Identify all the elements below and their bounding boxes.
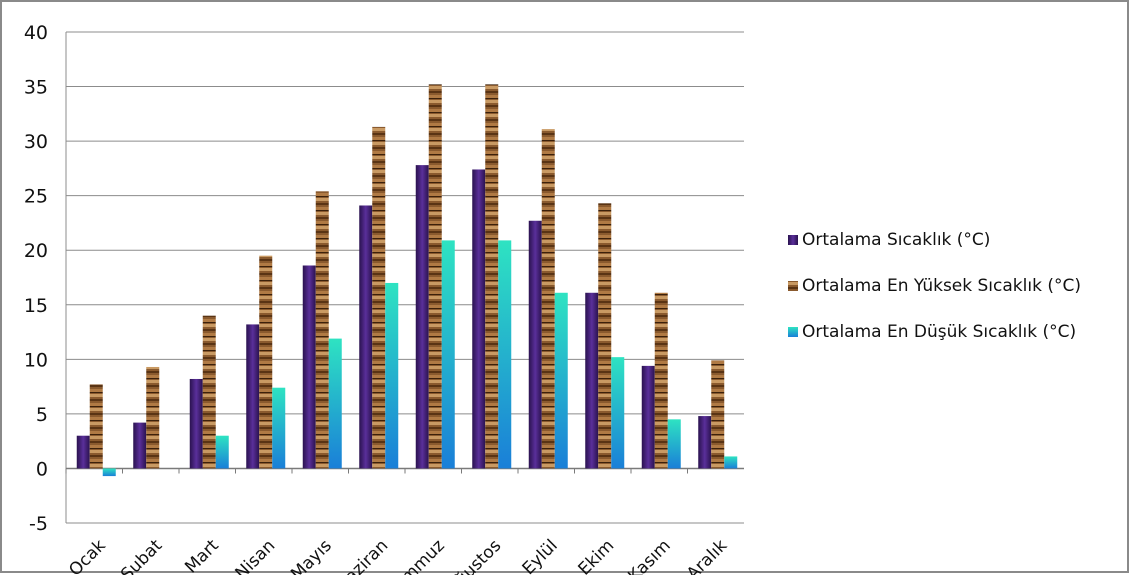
legend: Ortalama Sıcaklık (°C) Ortalama En Yüksek… <box>788 230 1081 342</box>
x-tick-label: Şubat <box>117 536 166 575</box>
bar-ortalama-7 <box>472 169 486 469</box>
bar-en-dusuk-0 <box>102 468 116 477</box>
bar-en-dusuk-11 <box>724 456 738 469</box>
x-tick-label: Haziran <box>332 536 392 575</box>
y-tick-label: 10 <box>24 349 48 371</box>
bar-ortalama-6 <box>415 165 429 469</box>
bar-en-dusuk-6 <box>441 240 455 469</box>
bar-ortalama-9 <box>585 292 599 469</box>
bar-en-dusuk-5 <box>385 282 399 469</box>
y-tick-label: -5 <box>29 513 48 535</box>
legend-swatch <box>788 327 798 337</box>
y-tick-label: 0 <box>36 458 48 480</box>
bar-en-yuksek-1 <box>146 366 160 469</box>
bar-en-yuksek-6 <box>428 84 442 469</box>
legend-label: Ortalama En Yüksek Sıcaklık (°C) <box>802 276 1081 296</box>
x-tick-label: Eylül <box>519 536 562 575</box>
bar-en-yuksek-0 <box>89 384 103 469</box>
x-tick-label: Mayıs <box>287 536 336 575</box>
bar-ortalama-3 <box>246 324 260 469</box>
bar-ortalama-8 <box>528 220 542 469</box>
bar-en-yuksek-2 <box>202 315 216 469</box>
y-tick-label: 35 <box>24 77 48 99</box>
x-tick-label: Mart <box>181 536 223 575</box>
x-tick-label: Aralık <box>683 536 731 575</box>
legend-label: Ortalama Sıcaklık (°C) <box>802 230 990 250</box>
bar-ortalama-4 <box>302 265 316 469</box>
bar-ortalama-2 <box>189 378 203 469</box>
bar-en-dusuk-10 <box>667 419 681 469</box>
bar-ortalama-5 <box>359 205 373 469</box>
bar-en-yuksek-11 <box>711 360 725 469</box>
bar-en-yuksek-4 <box>315 191 329 469</box>
bar-en-yuksek-5 <box>372 126 386 469</box>
bar-ortalama-1 <box>133 422 147 469</box>
bar-ortalama-0 <box>76 435 90 469</box>
bar-ortalama-11 <box>698 416 712 469</box>
x-tick-label: Kasım <box>624 536 675 575</box>
x-axis-tick-labels: Ocak Şubat Mart Nisan MayısHaziranTemmuzAğus… <box>65 536 731 575</box>
x-tick-label: Temmuz <box>384 536 449 575</box>
y-tick-label: 15 <box>24 295 48 317</box>
bar-en-dusuk-7 <box>498 240 512 469</box>
y-tick-label: 20 <box>24 240 48 262</box>
y-tick-label: 25 <box>24 186 48 208</box>
bar-ortalama-10 <box>641 365 655 469</box>
legend-swatch <box>788 281 798 291</box>
bar-en-dusuk-9 <box>611 357 625 469</box>
bar-en-dusuk-2 <box>215 435 229 469</box>
x-tick-label: Ocak <box>65 536 110 575</box>
bar-en-yuksek-3 <box>259 255 273 469</box>
bar-en-yuksek-10 <box>654 292 668 469</box>
bar-en-yuksek-8 <box>541 129 555 469</box>
x-tick-label: Ekim <box>575 536 619 575</box>
bar-en-yuksek-7 <box>485 84 499 469</box>
bar-en-dusuk-3 <box>272 387 286 469</box>
bar-en-dusuk-8 <box>554 292 568 469</box>
y-tick-label: 40 <box>24 22 48 44</box>
axes <box>65 32 744 523</box>
x-tick-label: Ağustos <box>443 536 505 575</box>
legend-label: Ortalama En Düşük Sıcaklık (°C) <box>802 322 1076 342</box>
bars <box>76 84 738 477</box>
y-axis-tick-labels: -5 0 5 10 15 20 25 30 35 40 <box>24 22 48 535</box>
bar-en-yuksek-9 <box>598 203 612 469</box>
y-tick-label: 5 <box>36 404 48 426</box>
x-tick-label: Nisan <box>232 536 280 575</box>
legend-swatch <box>788 235 798 245</box>
y-tick-label: 30 <box>24 131 48 153</box>
bar-en-dusuk-4 <box>328 338 342 469</box>
